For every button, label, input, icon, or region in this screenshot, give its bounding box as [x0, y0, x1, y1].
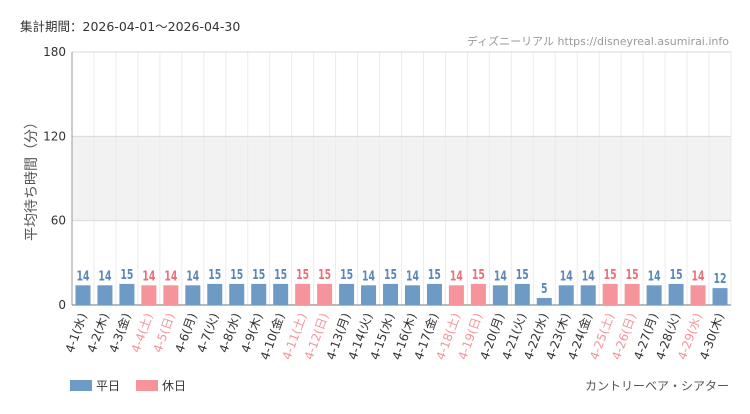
period-label: 集計期間：2026-04-01～2026-04-30 [20, 19, 240, 34]
bar-value-label: 14 [142, 268, 155, 284]
bar-value-label: 14 [406, 268, 419, 284]
bar-value-label: 15 [296, 266, 309, 282]
bar [295, 283, 311, 305]
bar [602, 283, 618, 305]
bar-value-label: 14 [692, 268, 705, 284]
bar-value-label: 15 [230, 266, 243, 282]
bar [317, 283, 333, 305]
bar [251, 283, 267, 305]
bar-value-label: 15 [670, 266, 683, 282]
bar [448, 285, 464, 305]
bar-value-label: 15 [208, 266, 221, 282]
bar [273, 283, 289, 305]
bar-value-label: 14 [98, 268, 111, 284]
bar [163, 285, 179, 305]
bar [514, 283, 530, 305]
bar-value-label: 15 [516, 266, 529, 282]
bar-value-label: 15 [252, 266, 265, 282]
bar [492, 285, 508, 305]
bar [580, 285, 596, 305]
bar [404, 285, 420, 305]
bar [668, 283, 684, 305]
bar-value-label: 15 [626, 266, 639, 282]
bar [536, 297, 552, 305]
bar [229, 283, 245, 305]
y-tick-label: 60 [51, 214, 66, 228]
legend: 平日 休日 [70, 379, 186, 393]
bar-value-label: 15 [384, 266, 397, 282]
legend-label: 休日 [162, 379, 186, 393]
plot-area: 060120180144-1(水)144-2(木)154-3(金)144-4(土… [43, 45, 732, 362]
bar-value-label: 14 [164, 268, 177, 284]
bar-value-label: 15 [604, 266, 617, 282]
bar-value-label: 14 [450, 268, 463, 284]
bar [646, 285, 662, 305]
bar [141, 285, 157, 305]
bar-value-label: 14 [582, 268, 595, 284]
attraction-name: カントリーベア・シアター [585, 379, 729, 393]
bar [712, 288, 728, 305]
bar [119, 283, 135, 305]
bar [470, 283, 486, 305]
bar [361, 285, 377, 305]
bar [75, 285, 91, 305]
bar-value-label: 14 [76, 268, 89, 284]
bar-value-label: 15 [428, 266, 441, 282]
bar [207, 283, 223, 305]
bar-value-label: 14 [560, 268, 573, 284]
bar-value-label: 15 [340, 266, 353, 282]
bar-value-label: 14 [362, 268, 375, 284]
y-tick-label: 180 [43, 45, 66, 59]
bar [97, 285, 113, 305]
y-axis-title: 平均待ち時間（分） [24, 115, 40, 241]
bar-value-label: 5 [541, 280, 548, 296]
legend-label: 平日 [96, 379, 120, 393]
bar [339, 283, 355, 305]
bar [383, 283, 399, 305]
bar [624, 283, 640, 305]
bar-value-label: 15 [274, 266, 287, 282]
bar [690, 285, 706, 305]
bar [558, 285, 574, 305]
bar-value-label: 15 [120, 266, 133, 282]
source-label: ディズニーリアル https://disneyreal.asumirai.inf… [467, 34, 729, 48]
y-tick-label: 120 [43, 129, 66, 143]
bar-value-label: 15 [472, 266, 485, 282]
bar [426, 283, 442, 305]
bar-value-label: 14 [648, 268, 661, 284]
bar-value-label: 12 [714, 271, 727, 287]
bar-value-label: 15 [318, 266, 331, 282]
bar-value-label: 14 [494, 268, 507, 284]
y-tick-label: 0 [58, 298, 66, 312]
legend-swatch [136, 380, 158, 391]
legend-swatch [70, 380, 92, 391]
bar-value-label: 14 [186, 268, 199, 284]
bar [185, 285, 201, 305]
